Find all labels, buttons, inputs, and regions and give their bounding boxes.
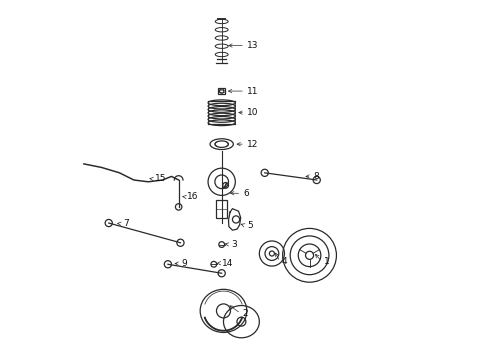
Text: 8: 8 <box>313 172 319 181</box>
Text: 11: 11 <box>247 86 258 95</box>
Text: 12: 12 <box>247 140 258 149</box>
Bar <box>219 88 225 94</box>
Text: 1: 1 <box>324 257 330 266</box>
Text: 6: 6 <box>243 189 249 198</box>
Text: 4: 4 <box>282 257 288 266</box>
Text: 10: 10 <box>247 108 258 117</box>
Text: 14: 14 <box>221 259 233 268</box>
Text: 2: 2 <box>243 309 248 318</box>
Text: 13: 13 <box>247 41 258 50</box>
Text: 9: 9 <box>181 259 187 268</box>
Text: 5: 5 <box>247 221 252 230</box>
Text: 7: 7 <box>123 219 129 228</box>
Bar <box>216 201 227 218</box>
Text: 3: 3 <box>231 240 237 249</box>
Text: 15: 15 <box>155 175 167 184</box>
Text: 16: 16 <box>187 192 198 201</box>
